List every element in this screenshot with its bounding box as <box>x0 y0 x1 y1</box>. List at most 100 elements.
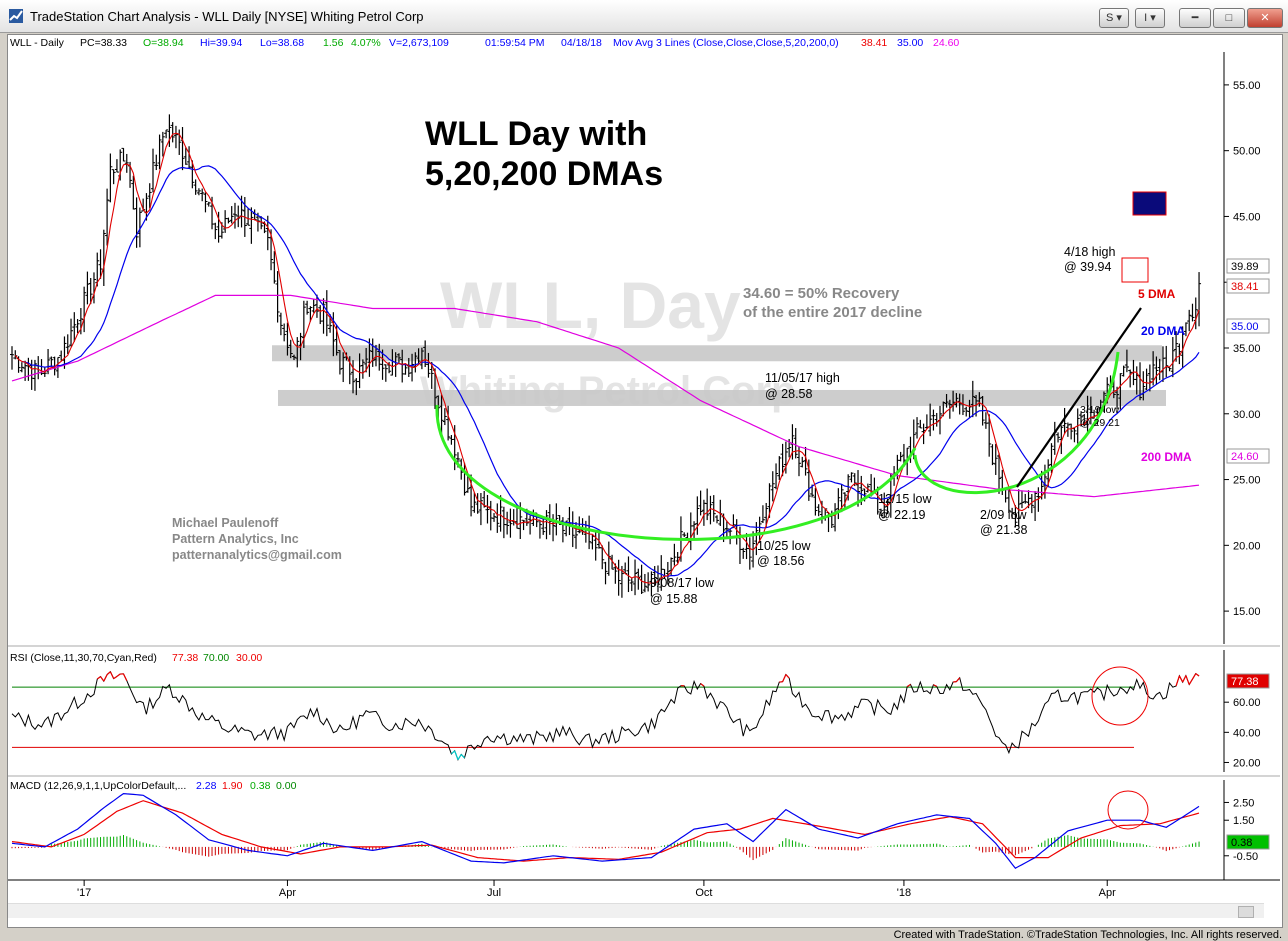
annotation-dma5: 5 DMA <box>1138 287 1176 301</box>
annotation-l1025a: 10/25 low <box>757 539 811 553</box>
annotation-l0908b: @ 15.88 <box>650 592 697 606</box>
macd-last-label-bg <box>1226 834 1270 850</box>
rsi-header-value: 77.38 <box>172 652 198 664</box>
price-header-lo: Lo=38.68 <box>260 37 304 49</box>
macd-last-label: 0.38 <box>1231 837 1252 849</box>
macd-y-tick-label: 2.50 <box>1233 797 1254 809</box>
high-highlight-box <box>1121 257 1149 283</box>
minimize-button[interactable]: ━ <box>1179 8 1211 28</box>
rsi-extreme-segment <box>1191 673 1197 680</box>
rsi-extreme-segment <box>906 683 911 688</box>
price-y-tick-label: 50.00 <box>1233 146 1261 158</box>
price-header-m200: 24.60 <box>933 37 959 49</box>
last-price-label-bg <box>1226 258 1270 274</box>
s-label: S <box>1106 12 1114 24</box>
annotation-l0209a: 2/09 low <box>980 508 1028 522</box>
chart-title: WLL Day with <box>425 115 647 153</box>
rsi-extreme-segment <box>1188 678 1194 685</box>
cup-arc-handle <box>913 351 1120 495</box>
annotation-l1215a: 12/15 low <box>878 492 932 506</box>
price-y-tick-label: 35.00 <box>1233 343 1261 355</box>
maximize-button[interactable]: □ <box>1213 8 1245 28</box>
annotation-recovery2: of the entire 2017 decline <box>743 304 922 321</box>
price-header-v: V=2,673,109 <box>389 37 449 49</box>
macd-y-tick-label: -0.50 <box>1233 851 1258 863</box>
annotation-l0319b: @ 29.21 <box>1080 417 1120 429</box>
rsi-y-tick-label: 40.00 <box>1233 727 1261 739</box>
close-button[interactable]: ✕ <box>1247 8 1283 28</box>
price-bars <box>10 114 1202 598</box>
macd-header-macd: 2.28 <box>196 780 217 792</box>
rsi-extreme-segment <box>457 754 462 760</box>
rsi-extreme-segment <box>122 673 128 681</box>
annotation-dma200: 200 DMA <box>1141 450 1192 464</box>
macd-y-tick-label: 1.50 <box>1233 815 1254 827</box>
app-icon <box>9 9 23 23</box>
macd-header-hist: 0.38 <box>250 780 271 792</box>
uptrend-line <box>1016 307 1142 488</box>
annotation-recovery1: 34.60 = 50% Recovery <box>743 285 900 302</box>
x-tick-label: Oct <box>695 887 712 899</box>
s-menu-button[interactable]: S ▾ <box>1099 8 1129 28</box>
price-header-date: 04/18/18 <box>561 37 602 49</box>
rsi-extreme-segment <box>785 674 790 679</box>
x-tick-label: '18 <box>897 887 911 899</box>
price-header-symbol: WLL - Daily <box>10 37 65 49</box>
rsi-extreme-segment <box>106 671 111 676</box>
annotation-author2: Pattern Analytics, Inc <box>172 532 299 546</box>
annotation-author1: Michael Paulenoff <box>172 516 279 530</box>
price-y-tick-label: 15.00 <box>1233 606 1261 618</box>
rsi-panel: RSI (Close,11,30,70,Cyan,Red) 77.38 70.00 3… <box>10 650 1270 772</box>
price-header-study: Mov Avg 3 Lines (Close,Close,Close,5,20,… <box>613 37 839 49</box>
price-header-chg: 1.56 <box>323 37 344 49</box>
price-y-tick-label: 30.00 <box>1233 409 1261 421</box>
annotation-l0209b: @ 21.38 <box>980 523 1027 537</box>
rsi-extreme-segment <box>1182 675 1187 683</box>
annotation-h418a: 4/18 high <box>1064 245 1115 259</box>
rsi-highlight-circle <box>1091 666 1149 726</box>
annotation-h1105b: @ 28.58 <box>765 387 812 401</box>
i-menu-button[interactable]: I ▾ <box>1135 8 1165 28</box>
annotation-l1025b: @ 18.56 <box>757 554 804 568</box>
last-price-label: 39.89 <box>1231 261 1259 273</box>
rsi-y-tick-label: 20.00 <box>1233 757 1261 769</box>
ma20-last-label: 35.00 <box>1231 321 1259 333</box>
rsi-extreme-segment <box>1175 675 1180 687</box>
annotation-h1105a: 11/05/17 high <box>765 371 840 385</box>
rsi-extreme-segment <box>933 684 937 687</box>
rsi-extreme-segment <box>100 676 105 682</box>
rsi-line <box>11 670 1200 761</box>
macd-panel: MACD (12,26,9,1,1,UpColorDefault,... 2.28… <box>10 780 1270 880</box>
ma5-last-label: 38.41 <box>1231 281 1259 293</box>
annotation-author3: patternanalytics@gmail.com <box>172 548 342 562</box>
resistance-band-lower <box>278 389 1166 406</box>
price-header-time: 01:59:54 PM <box>485 37 545 49</box>
rsi-extreme-segment <box>700 683 705 687</box>
rsi-extreme-segment <box>113 675 118 680</box>
price-header-hi: Hi=39.94 <box>200 37 242 49</box>
rsi-extreme-segment <box>782 674 787 682</box>
annotation-l0319a: 3/19 low <box>1080 404 1120 416</box>
rsi-extreme-segment <box>460 753 465 759</box>
window-title: TradeStation Chart Analysis - WLL Daily … <box>30 9 424 24</box>
rsi-extreme-segment <box>955 677 961 683</box>
chart-window <box>7 34 1283 928</box>
rsi-y-tick-label: 60.00 <box>1233 697 1261 709</box>
horizontal-scrollbar[interactable] <box>8 903 1264 918</box>
price-header-o: O=38.94 <box>143 37 184 49</box>
cup-arc-main <box>435 404 917 542</box>
rsi-extreme-segment <box>103 674 108 682</box>
annotation-l0908a: 9/08/17 low <box>650 576 715 590</box>
ma20-line <box>21 165 1200 577</box>
rsi-extreme-segment <box>1178 675 1184 683</box>
annotation-l1215b: @ 22.19 <box>878 508 925 522</box>
rsi-extreme-segment <box>454 750 459 760</box>
resistance-band-upper <box>272 345 1162 362</box>
ma20-last-label-bg <box>1226 318 1270 334</box>
price-header-m20: 35.00 <box>897 37 923 49</box>
annotation-h418b: @ 39.94 <box>1064 260 1111 274</box>
scroll-thumb[interactable] <box>1238 906 1254 918</box>
x-tick-label: Apr <box>279 887 296 899</box>
navy-marker-box <box>1132 191 1167 216</box>
